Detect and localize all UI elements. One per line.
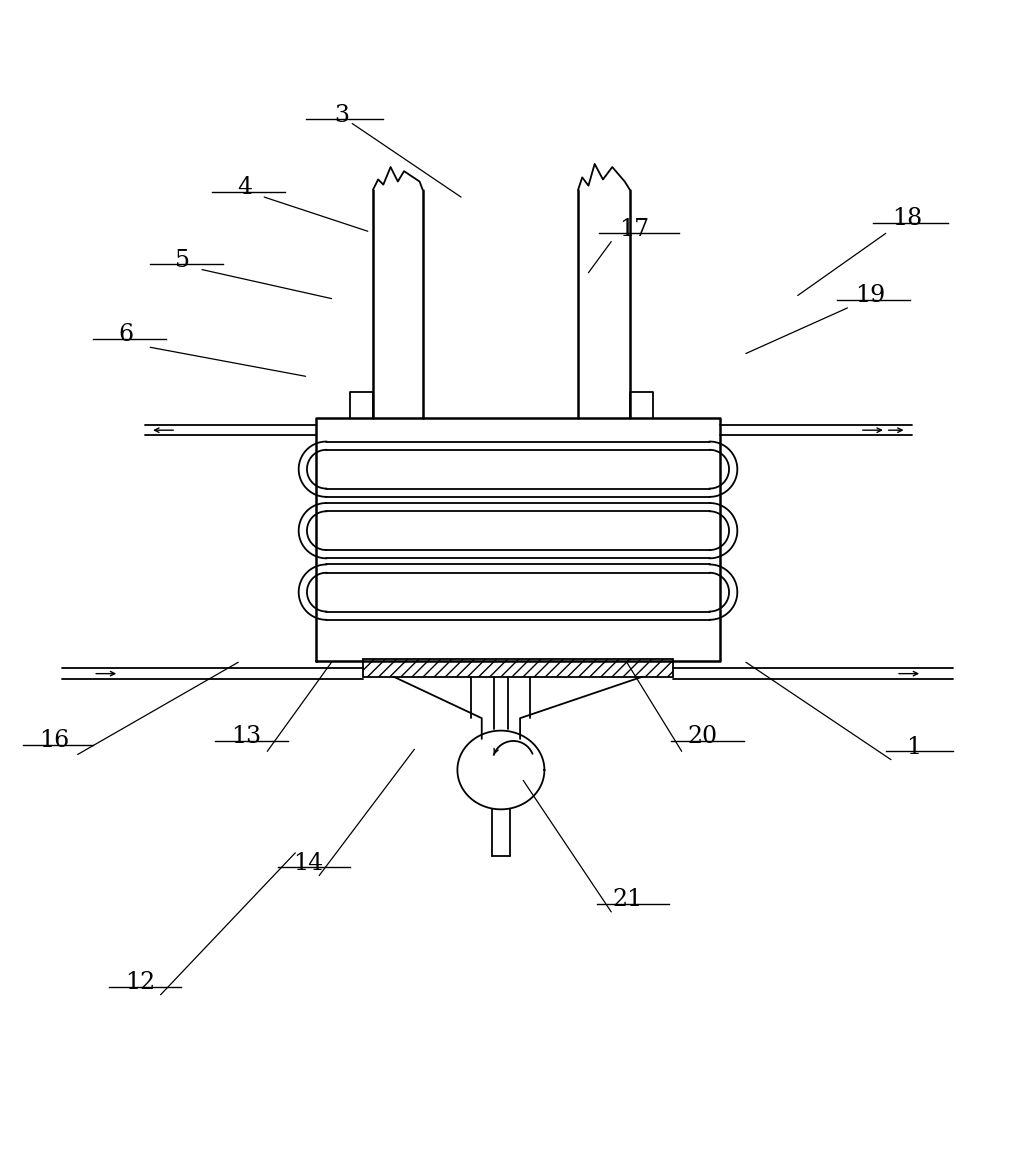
Text: 12: 12 xyxy=(124,971,155,994)
Text: 18: 18 xyxy=(892,208,923,230)
Text: 17: 17 xyxy=(618,218,650,240)
Text: 19: 19 xyxy=(855,284,886,307)
Text: 5: 5 xyxy=(175,249,190,272)
Text: 13: 13 xyxy=(231,726,262,748)
Text: 1: 1 xyxy=(906,735,921,759)
Bar xyxy=(363,659,673,677)
Text: 14: 14 xyxy=(293,852,324,875)
Text: 3: 3 xyxy=(335,104,349,127)
Text: 16: 16 xyxy=(38,729,69,753)
Text: 6: 6 xyxy=(119,323,134,347)
Text: 21: 21 xyxy=(612,888,643,911)
Text: 20: 20 xyxy=(687,726,718,748)
Text: 4: 4 xyxy=(237,176,252,200)
